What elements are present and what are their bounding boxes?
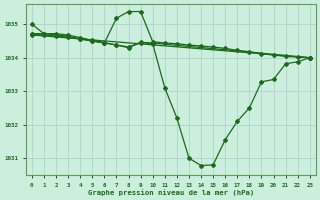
- X-axis label: Graphe pression niveau de la mer (hPa): Graphe pression niveau de la mer (hPa): [88, 189, 254, 196]
